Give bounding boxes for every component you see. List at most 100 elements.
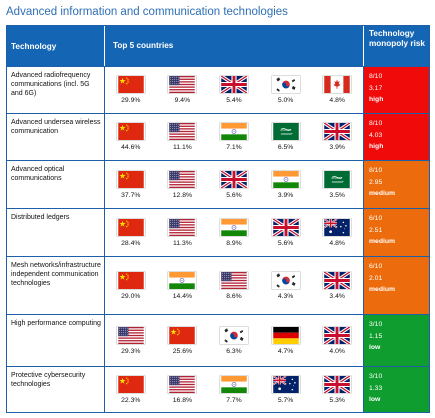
- us-flag: [168, 375, 196, 393]
- country-cell: 4.7%: [260, 315, 312, 366]
- technology-name: Protective cybersecurity technologies: [7, 367, 105, 412]
- country-share: 3.9%: [277, 191, 294, 199]
- cn-flag: [168, 326, 196, 344]
- risk-level: medium: [369, 286, 396, 293]
- country-share: 29.9%: [121, 97, 141, 104]
- page-title: Advanced information and communication t…: [6, 6, 288, 18]
- country-cell: 3.9%: [260, 161, 312, 208]
- risk-score: 6/10: [369, 263, 383, 270]
- uk-flag: [323, 375, 351, 393]
- risk-level: high: [369, 96, 384, 103]
- table-header: Technology Top 5 countries Technology mo…: [7, 26, 429, 66]
- kr-flag: [220, 326, 248, 344]
- risk-ratio: 3.17: [369, 84, 383, 92]
- country-cell: 7.7%: [208, 367, 260, 412]
- header-risk: Technology monopoly risk: [363, 26, 429, 66]
- header-top5: Top 5 countries: [113, 41, 174, 50]
- top-countries: 29.9% 9.4% 5.4% 5.0% 4.8%: [105, 67, 363, 113]
- risk-ratio: 2.51: [369, 226, 383, 234]
- table-row: Protective cybersecurity technologies 22.…: [7, 366, 429, 412]
- country-share: 5.4%: [226, 97, 242, 104]
- country-share: 5.6%: [226, 191, 242, 199]
- risk-score: 8/10: [369, 73, 383, 80]
- country-share: 5.7%: [277, 396, 294, 404]
- risk-score: 3/10: [369, 321, 383, 328]
- country-share: 8.6%: [226, 292, 242, 300]
- country-share: 4.3%: [277, 292, 294, 300]
- risk-cell: 3/10 1.15 low: [363, 315, 429, 366]
- sa-flag: [323, 170, 351, 188]
- country-share: 28.4%: [121, 239, 141, 247]
- top-countries: 37.7% 12.8% 5.6% 3.9% 3.5%: [105, 161, 363, 208]
- table-row: High performance computing 29.3% 25.6% 6.3%…: [7, 314, 429, 366]
- country-share: 11.3%: [173, 239, 192, 247]
- technology-name: Mesh networks/infrastructure independent…: [7, 257, 105, 314]
- technology-name: Distributed ledgers: [7, 209, 105, 256]
- country-cell: 37.7%: [105, 161, 157, 208]
- country-cell: 29.3%: [105, 315, 157, 366]
- au-flag: [272, 375, 300, 393]
- country-share: 16.8%: [172, 396, 193, 404]
- risk-level: high: [369, 143, 384, 150]
- risk-cell: 8/10 4.03 high: [363, 114, 429, 160]
- kr-flag: [272, 76, 300, 93]
- risk-cell: 6/10 2.51 medium: [363, 209, 429, 256]
- top-countries: 22.3% 16.8% 7.7% 5.7% 5.3%: [105, 367, 363, 412]
- technology-name: Advanced optical communications: [7, 161, 105, 208]
- cn-flag: [117, 76, 145, 93]
- country-share: 44.6%: [121, 144, 141, 151]
- header-technology: Technology: [7, 26, 105, 66]
- ca-flag: [323, 76, 351, 93]
- country-cell: 29.9%: [105, 67, 157, 113]
- in-flag: [220, 218, 248, 236]
- table-row: Advanced optical communications 37.7% 12.8…: [7, 160, 429, 208]
- uk-flag: [323, 123, 351, 140]
- country-share: 29.3%: [121, 347, 141, 355]
- country-cell: 11.1%: [157, 114, 209, 160]
- country-share: 29.0%: [121, 292, 141, 300]
- country-share: 37.7%: [121, 191, 141, 199]
- uk-flag: [271, 218, 300, 236]
- country-cell: 3.5%: [311, 161, 363, 208]
- table-row: Mesh networks/infrastructure independent…: [7, 256, 429, 314]
- risk-level: low: [369, 344, 381, 351]
- risk-level: medium: [369, 190, 396, 197]
- cn-flag: [117, 375, 145, 393]
- country-cell: 9.4%: [157, 67, 209, 113]
- country-cell: 4.0%: [311, 315, 363, 366]
- technology-name: Advanced undersea wireless communication: [7, 114, 105, 160]
- country-share: 6.5%: [277, 144, 294, 151]
- in-flag: [168, 271, 196, 289]
- us-flag: [220, 271, 248, 289]
- country-cell: 25.6%: [157, 315, 209, 366]
- country-cell: 28.4%: [105, 209, 157, 256]
- country-share: 6.3%: [226, 347, 242, 355]
- country-share: 4.8%: [329, 97, 345, 104]
- country-share: 11.1%: [173, 144, 192, 151]
- uk-flag: [220, 76, 248, 93]
- in-flag: [272, 170, 300, 188]
- uk-flag: [220, 170, 248, 188]
- country-share: 3.5%: [329, 191, 345, 199]
- country-cell: 8.6%: [208, 257, 260, 314]
- sa-flag: [272, 123, 300, 140]
- country-share: 5.0%: [277, 97, 294, 104]
- risk-ratio: 2.01: [369, 274, 383, 282]
- cn-flag: [117, 170, 145, 188]
- uk-flag: [323, 271, 351, 289]
- technology-table: Technology Top 5 countries Technology mo…: [6, 25, 430, 413]
- cn-flag: [117, 218, 145, 236]
- country-cell: 3.4%: [311, 257, 363, 314]
- country-cell: 4.8%: [311, 67, 363, 113]
- country-cell: 29.0%: [105, 257, 157, 314]
- country-share: 7.7%: [226, 396, 242, 404]
- risk-cell: 8/10 2.95 medium: [363, 161, 429, 208]
- us-flag: [168, 218, 196, 236]
- technology-name: Advanced radiofrequency communications (…: [7, 67, 105, 113]
- top-countries: 29.0% 14.4% 8.6% 4.3% 3.4%: [105, 257, 363, 314]
- us-flag: [168, 123, 196, 140]
- risk-score: 6/10: [369, 215, 383, 222]
- country-share: 3.4%: [329, 292, 345, 300]
- au-flag: [323, 218, 351, 236]
- risk-ratio: 2.95: [369, 178, 383, 186]
